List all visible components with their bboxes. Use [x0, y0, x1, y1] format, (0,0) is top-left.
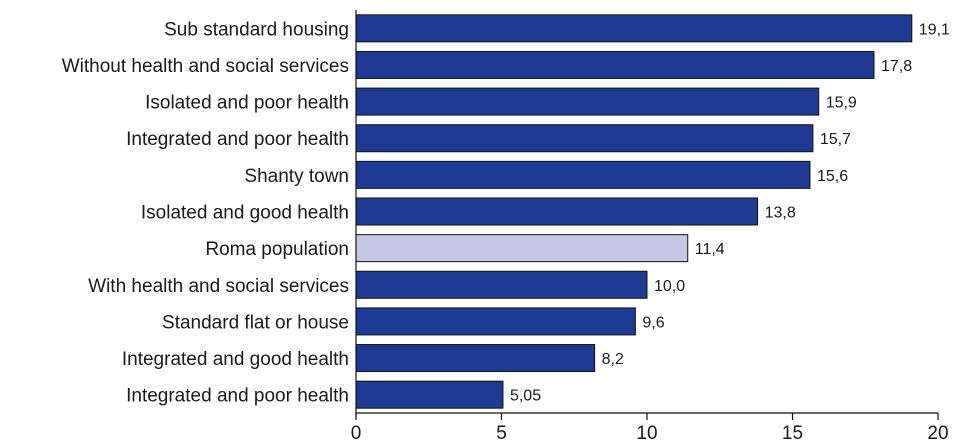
category-label: Without health and social services: [62, 56, 349, 77]
x-tick-label: 5: [496, 423, 507, 441]
x-tick-label: 10: [636, 423, 657, 441]
bars-group: [355, 14, 913, 409]
category-label: Isolated and good health: [141, 203, 349, 224]
bar: [355, 124, 814, 153]
category-label: Integrated and poor health: [126, 386, 349, 407]
bar: [355, 270, 648, 299]
category-label: Shanty town: [244, 166, 349, 187]
value-label: 8,2: [602, 351, 624, 368]
bar: [355, 14, 913, 43]
value-label: 15,7: [820, 131, 851, 148]
value-label: 5,05: [510, 388, 541, 405]
bar: [355, 160, 811, 189]
bar: [355, 234, 689, 263]
value-label: 15,9: [826, 95, 857, 112]
bar: [355, 307, 636, 336]
x-axis-ticks: 0 5 10 15 20: [351, 413, 949, 441]
category-label: Isolated and poor health: [145, 93, 349, 114]
value-label: 17,8: [881, 58, 912, 75]
x-tick-label: 20: [927, 423, 948, 441]
bar: [355, 344, 596, 373]
value-label: 10,0: [654, 278, 685, 295]
value-label: 13,8: [765, 205, 796, 222]
category-labels: Sub standard housing Without health and s…: [62, 19, 349, 406]
category-label: Roma population: [205, 239, 349, 260]
bar: [355, 380, 504, 409]
bar: [355, 197, 759, 226]
category-label: Standard flat or house: [162, 312, 349, 333]
x-tick-label: 0: [351, 423, 362, 441]
bar: [355, 50, 875, 79]
value-label: 15,6: [817, 168, 848, 185]
value-labels: 19,1 17,8 15,9 15,7 15,6 13,8 11,4 10,0 9,6 8,2 5,…: [510, 21, 950, 404]
x-tick-label: 15: [782, 423, 803, 441]
category-label: Integrated and poor health: [126, 129, 349, 150]
value-label: 19,1: [919, 21, 950, 38]
category-label: Integrated and good health: [122, 349, 349, 370]
value-label: 11,4: [695, 241, 725, 258]
bar: [355, 87, 820, 116]
category-label: With health and social services: [88, 276, 349, 297]
value-label: 9,6: [642, 314, 664, 331]
category-label: Sub standard housing: [164, 19, 349, 40]
